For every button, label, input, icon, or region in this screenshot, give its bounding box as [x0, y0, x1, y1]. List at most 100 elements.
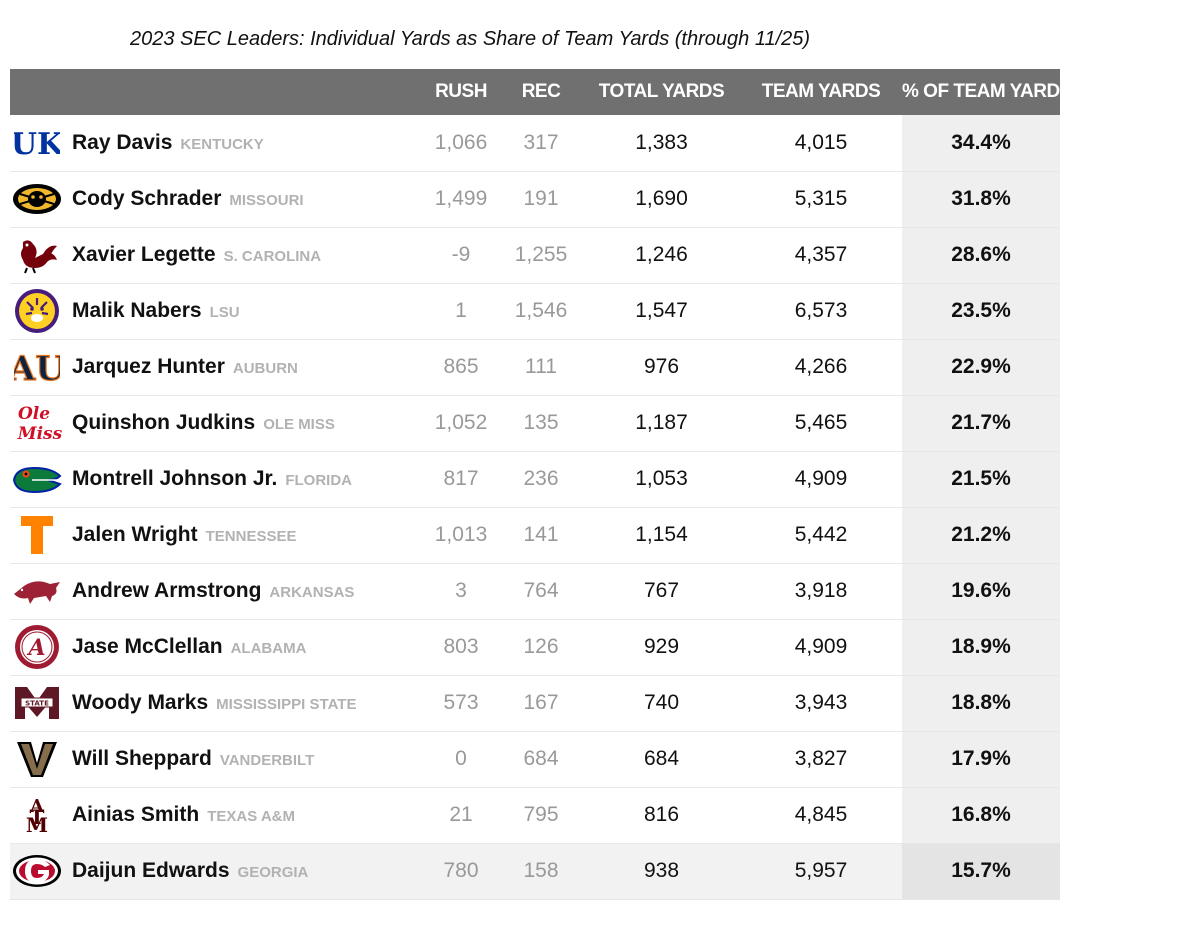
rec-yards: 111: [499, 339, 583, 396]
header-pct-team-yards[interactable]: % OF TEAM YARDS: [902, 81, 1072, 102]
player-team: MISSOURI: [229, 192, 304, 209]
missouri-tiger-logo-icon: [12, 178, 62, 220]
pct-team-yards: 21.5%: [902, 451, 1060, 508]
team-yards: 4,909: [740, 451, 902, 508]
team-yards: 4,845: [740, 787, 902, 844]
rec-yards: 135: [499, 395, 583, 452]
team-yards: 3,943: [740, 675, 902, 732]
florida-gator-logo-icon: [12, 458, 62, 500]
alabama-logo-icon: A: [12, 625, 62, 669]
table-row: Daijun Edwards GEORGIA 780 158 938 5,957 …: [10, 843, 1060, 900]
rush-yards: 1: [423, 283, 499, 340]
rec-yards: 167: [499, 675, 583, 732]
total-yards: 1,187: [583, 395, 740, 452]
pct-team-yards: 22.9%: [902, 339, 1060, 396]
mississippi-state-logo-icon: STATE: [12, 682, 62, 724]
player-name: Malik Nabers: [72, 299, 202, 322]
pct-team-yards: 28.6%: [902, 227, 1060, 284]
svg-text:T: T: [30, 805, 45, 829]
pct-team-yards: 15.7%: [902, 843, 1060, 900]
team-yards: 5,315: [740, 171, 902, 228]
rec-yards: 1,546: [499, 283, 583, 340]
ole-miss-logo-icon: Ole Miss: [12, 402, 62, 444]
player-team: S. CAROLINA: [223, 248, 322, 265]
table-header-row: RUSH REC TOTAL YARDS TEAM YARDS % OF TEA…: [10, 69, 1072, 115]
pct-team-yards: 31.8%: [902, 171, 1060, 228]
table-row: Montrell Johnson Jr. FLORIDA 817 236 1,05…: [10, 451, 1060, 508]
player-name: Jarquez Hunter: [72, 355, 225, 378]
player-team: OLE MISS: [263, 416, 335, 433]
player-name: Daijun Edwards: [72, 859, 230, 882]
rec-yards: 141: [499, 507, 583, 564]
team-yards: 3,918: [740, 563, 902, 620]
header-rush[interactable]: RUSH: [435, 81, 487, 102]
rush-yards: 1,052: [423, 395, 499, 452]
rush-yards: 573: [423, 675, 499, 732]
table-row: A Jase McClellan ALABAMA 803 126 929 4,90…: [10, 619, 1060, 676]
team-yards: 5,465: [740, 395, 902, 452]
total-yards: 684: [583, 731, 740, 788]
total-yards: 1,547: [583, 283, 740, 340]
table-row: Jalen Wright TENNESSEE 1,013 141 1,154 5,…: [10, 507, 1060, 564]
player-team: FLORIDA: [285, 472, 353, 489]
player-name: Cody Schrader: [72, 187, 222, 210]
rush-yards: 1,499: [423, 171, 499, 228]
header-total-yards[interactable]: TOTAL YARDS: [598, 81, 725, 102]
svg-text:M: M: [26, 813, 48, 836]
team-yards: 3,827: [740, 731, 902, 788]
total-yards: 938: [583, 843, 740, 900]
player-name: Ray Davis: [72, 130, 173, 154]
table-row: UK Ray Davis KENTUCKY 1,066 317 1,383 4,0…: [10, 115, 1060, 172]
team-yards: 4,357: [740, 227, 902, 284]
player-name: Jase McClellan: [72, 635, 223, 658]
pct-team-yards: 16.8%: [902, 787, 1060, 844]
total-yards: 1,154: [583, 507, 740, 564]
total-yards: 767: [583, 563, 740, 620]
player-name: Quinshon Judkins: [72, 411, 256, 434]
rush-yards: 21: [423, 787, 499, 844]
table-row: Andrew Armstrong ARKANSAS 3 764 767 3,918…: [10, 563, 1060, 620]
rush-yards: 865: [423, 339, 499, 396]
svg-text:A: A: [26, 635, 45, 661]
pct-team-yards: 17.9%: [902, 731, 1060, 788]
team-yards: 6,573: [740, 283, 902, 340]
player-name: Jalen Wright: [72, 523, 198, 546]
rush-yards: 803: [423, 619, 499, 676]
rec-yards: 126: [499, 619, 583, 676]
pct-team-yards: 18.9%: [902, 619, 1060, 676]
header-team-yards[interactable]: TEAM YARDS: [761, 81, 881, 102]
player-team: ALABAMA: [230, 640, 307, 657]
pct-team-yards: 21.7%: [902, 395, 1060, 452]
player-team: TEXAS A&M: [207, 808, 295, 825]
kentucky-logo-icon: UK: [12, 122, 62, 164]
player-team: ARKANSAS: [269, 584, 355, 601]
texas-am-logo-icon: A M T: [12, 794, 62, 836]
tennessee-logo-icon: [12, 514, 62, 556]
table-row: Xavier Legette S. CAROLINA -9 1,255 1,246…: [10, 227, 1060, 284]
table-row: AU Jarquez Hunter AUBURN 865 111 976 4,26…: [10, 339, 1060, 396]
svg-text:Miss: Miss: [17, 424, 62, 444]
pct-team-yards: 21.2%: [902, 507, 1060, 564]
total-yards: 976: [583, 339, 740, 396]
table-row: Cody Schrader MISSOURI 1,499 191 1,690 5,…: [10, 171, 1060, 228]
player-name: Montrell Johnson Jr.: [72, 467, 278, 490]
vanderbilt-logo-icon: [12, 738, 62, 780]
svg-text:AU: AU: [14, 349, 60, 387]
svg-text:Ole: Ole: [18, 404, 50, 424]
gamecock-logo-icon: [12, 234, 62, 276]
total-yards: 1,383: [583, 115, 740, 172]
player-team: MISSISSIPPI STATE: [216, 696, 357, 713]
player-team: TENNESSEE: [205, 528, 297, 545]
header-logo: [10, 69, 72, 115]
rec-yards: 158: [499, 843, 583, 900]
table-row: Ole Miss Quinshon Judkins OLE MISS 1,052 …: [10, 395, 1060, 452]
rush-yards: 3: [423, 563, 499, 620]
header-player: [72, 69, 423, 115]
total-yards: 1,690: [583, 171, 740, 228]
rush-yards: 0: [423, 731, 499, 788]
rec-yards: 684: [499, 731, 583, 788]
page-title: 2023 SEC Leaders: Individual Yards as Sh…: [130, 28, 811, 50]
header-rec[interactable]: REC: [521, 81, 561, 102]
player-name: Xavier Legette: [72, 243, 216, 266]
lsu-tiger-logo-icon: [12, 289, 62, 333]
